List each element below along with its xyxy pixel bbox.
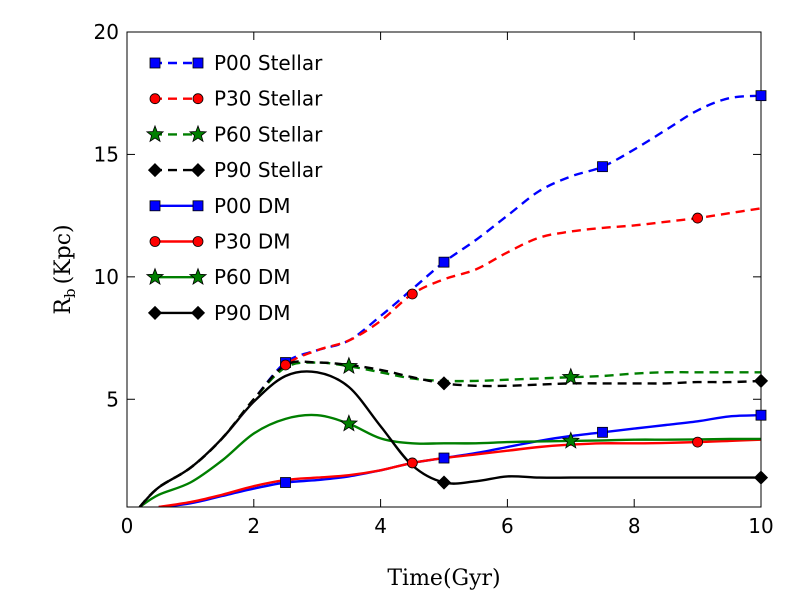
legend-marker <box>145 124 165 143</box>
data-point-p90-dm <box>753 470 769 485</box>
legend: P00 Stellar P30 Stellar P60 Stellar P90 Ste… <box>145 51 323 325</box>
y-tick-label: 10 <box>94 265 119 289</box>
legend-marker <box>147 305 163 320</box>
legend-marker <box>188 267 208 286</box>
y-tick-label: 5 <box>106 387 119 411</box>
data-point-p60-stellar <box>561 367 580 386</box>
data-point-p00-dm <box>280 477 291 488</box>
data-point-p90-dm <box>436 475 452 490</box>
legend-marker <box>192 236 204 247</box>
legend-item-p00-dm: P00 DM <box>149 194 291 218</box>
axis-ticks: 0 2 4 6 8 10 5 10 15 20 <box>94 20 774 538</box>
legend-label: P90 DM <box>214 301 291 325</box>
legend-label: P00 Stellar <box>214 51 323 75</box>
data-point-p00-stellar <box>755 90 767 102</box>
data-point-p00-dm <box>438 452 450 464</box>
legend-marker <box>188 124 208 143</box>
x-tick-label: 2 <box>247 514 260 538</box>
y-axis-label-main: R <box>51 297 76 315</box>
plot-frame <box>126 31 762 508</box>
series-markers <box>280 90 769 490</box>
legend-label: P60 DM <box>214 265 291 289</box>
x-tick-label: 8 <box>628 514 641 538</box>
x-tick-label: 10 <box>748 514 773 538</box>
data-point-p60-dm <box>561 431 580 449</box>
legend-marker <box>145 267 165 286</box>
legend-item-p30-stellar: P30 Stellar <box>149 87 323 111</box>
data-point-p30-dm <box>692 436 703 448</box>
legend-label: P90 Stellar <box>214 158 323 182</box>
y-tick-label: 20 <box>94 20 119 44</box>
data-point-p60-stellar <box>339 356 359 375</box>
data-point-p00-dm <box>755 409 767 421</box>
legend-marker <box>192 93 204 105</box>
legend-item-p60-stellar: P60 Stellar <box>145 122 323 146</box>
x-tick-label: 0 <box>121 514 134 538</box>
y-axis-label: Rb (Kpc) <box>51 224 79 314</box>
legend-marker <box>192 200 204 212</box>
data-point-p00-stellar <box>438 256 450 268</box>
data-point-p90-stellar <box>436 376 452 391</box>
y-axis-label-unit: (Kpc) <box>51 224 76 284</box>
legend-marker <box>190 163 206 178</box>
legend-item-p30-dm: P30 DM <box>149 230 291 254</box>
x-tick-label: 6 <box>501 514 514 538</box>
data-point-p60-dm <box>339 414 359 432</box>
data-point-p30-stellar <box>280 359 291 371</box>
data-point-p30-stellar <box>692 212 703 224</box>
x-axis-label: Time(Gyr) <box>387 566 500 591</box>
data-point-p30-stellar <box>406 288 418 300</box>
data-point-p30-dm <box>406 457 418 469</box>
series-line-p60-dm <box>139 413 761 507</box>
legend-marker <box>149 236 161 247</box>
legend-marker <box>190 305 206 320</box>
legend-label: P60 Stellar <box>214 122 323 146</box>
data-point-p90-stellar <box>753 373 769 388</box>
data-point-p00-stellar <box>597 161 608 173</box>
legend-item-p00-stellar: P00 Stellar <box>149 51 323 75</box>
legend-marker <box>149 200 161 212</box>
legend-label: P30 Stellar <box>214 87 323 111</box>
y-axis-label-subscript: b <box>61 288 79 298</box>
legend-marker <box>149 93 161 105</box>
legend-item-p60-dm: P60 DM <box>145 265 291 289</box>
legend-marker <box>192 57 204 69</box>
legend-marker <box>147 163 163 178</box>
series-line-p30-dm <box>158 438 761 507</box>
series-line-p00-dm <box>158 414 761 507</box>
legend-item-p90-dm: P90 DM <box>147 301 291 325</box>
data-point-p00-dm <box>597 426 608 438</box>
legend-item-p90-stellar: P90 Stellar <box>147 158 323 182</box>
y-tick-label: 15 <box>94 142 119 166</box>
legend-marker <box>149 57 161 69</box>
legend-label: P30 DM <box>214 230 291 254</box>
x-tick-label: 4 <box>374 514 387 538</box>
legend-label: P00 DM <box>214 194 291 218</box>
